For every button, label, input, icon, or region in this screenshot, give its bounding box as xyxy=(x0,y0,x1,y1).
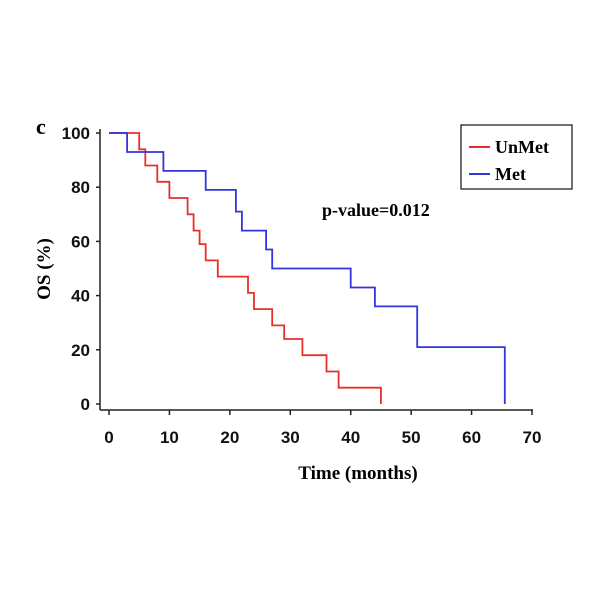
p-value-annotation: p-value=0.012 xyxy=(322,200,430,220)
x-tick-label: 50 xyxy=(402,428,421,447)
y-tick-label: 60 xyxy=(71,232,90,251)
x-tick-label: 70 xyxy=(523,428,542,447)
x-tick-label: 0 xyxy=(104,428,113,447)
series-lines xyxy=(109,132,506,404)
x-ticks: 0 10 20 30 40 50 60 70 xyxy=(104,410,541,447)
series-line-unmet xyxy=(109,132,382,404)
y-tick-label: 20 xyxy=(71,341,90,360)
legend-label-met: Met xyxy=(495,164,526,184)
y-axis-label: OS (%) xyxy=(34,238,55,300)
x-tick-label: 20 xyxy=(220,428,239,447)
x-tick-label: 30 xyxy=(281,428,300,447)
x-tick-label: 60 xyxy=(462,428,481,447)
legend-box xyxy=(460,124,573,190)
x-axis-label: Time (months) xyxy=(298,463,417,484)
y-tick-label: 40 xyxy=(71,287,90,306)
y-tick-label: 0 xyxy=(81,395,90,414)
series-line-met xyxy=(109,132,506,404)
x-tick-label: 40 xyxy=(341,428,360,447)
y-tick-label: 100 xyxy=(62,124,90,143)
legend: UnMet Met xyxy=(460,124,573,190)
y-tick-label: 80 xyxy=(71,178,90,197)
axes xyxy=(99,129,533,411)
panel-label: c xyxy=(36,114,46,139)
y-ticks: 0 20 40 60 80 100 xyxy=(62,124,100,414)
legend-label-unmet: UnMet xyxy=(495,137,549,157)
x-tick-label: 10 xyxy=(160,428,179,447)
